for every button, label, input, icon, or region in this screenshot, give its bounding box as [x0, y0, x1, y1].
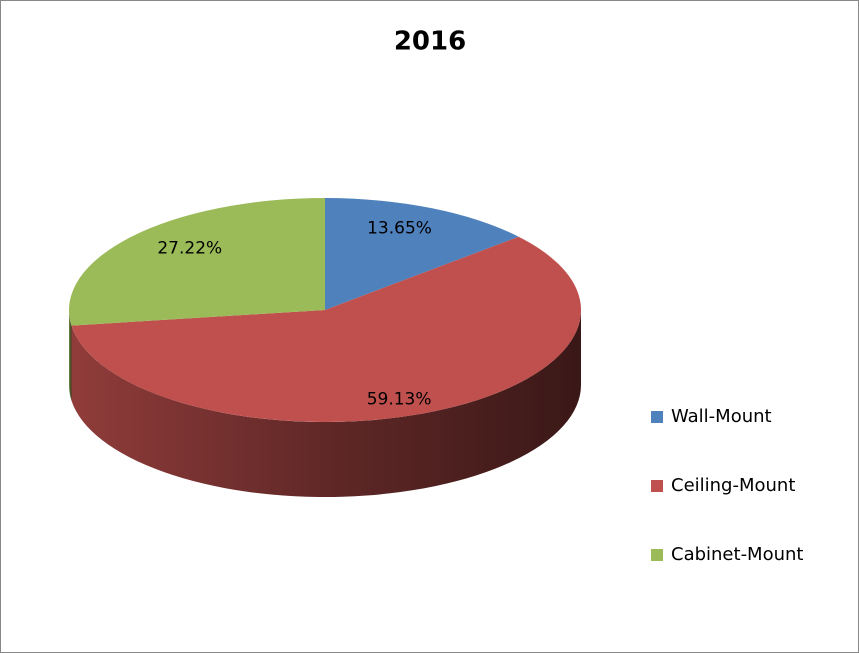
legend-label: Ceiling-Mount — [671, 475, 795, 496]
pie-slice — [325, 198, 519, 310]
pie-slice — [71, 236, 581, 422]
legend-swatch — [651, 549, 663, 561]
legend-label: Cabinet-Mount — [671, 544, 803, 565]
pie-slice-side — [69, 310, 72, 401]
data-label: 27.22% — [157, 239, 222, 259]
pie-slice — [68, 198, 325, 326]
legend-label: Wall-Mount — [671, 406, 772, 427]
data-label: 13.65% — [367, 219, 432, 239]
chart-title: 2016 — [394, 27, 466, 57]
data-label: 59.13% — [367, 389, 432, 409]
pie-slice-side — [71, 310, 582, 498]
legend-swatch — [651, 480, 663, 492]
legend-swatch — [651, 411, 663, 423]
